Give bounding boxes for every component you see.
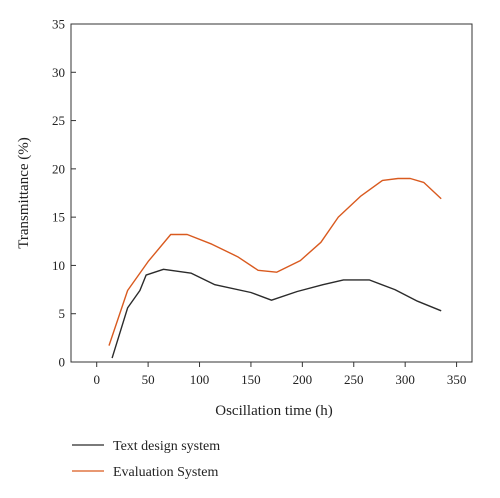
plot-frame bbox=[70, 23, 473, 363]
y-tick-label: 15 bbox=[52, 210, 65, 225]
x-tick-label: 250 bbox=[344, 372, 364, 387]
y-axis: 0 5 10 15 20 25 30 35 bbox=[52, 17, 76, 370]
series-lines bbox=[108, 177, 442, 359]
x-axis-title: Oscillation time (h) bbox=[215, 403, 332, 419]
x-tick-label: 200 bbox=[293, 372, 313, 387]
x-axis: 0 50 100 150 200 250 300 350 bbox=[93, 362, 466, 387]
series-line-evaluation-system bbox=[108, 177, 442, 346]
legend: Text design system Evaluation System bbox=[72, 439, 220, 480]
series-line-text-design-system bbox=[111, 268, 442, 359]
x-tick-label: 50 bbox=[142, 372, 155, 387]
legend-label-evaluation-system: Evaluation System bbox=[113, 465, 218, 480]
y-tick-label: 35 bbox=[52, 17, 65, 32]
y-tick-label: 20 bbox=[52, 161, 65, 176]
x-tick-label: 0 bbox=[93, 372, 100, 387]
x-tick-label: 100 bbox=[190, 372, 210, 387]
y-tick-label: 25 bbox=[52, 113, 65, 128]
y-tick-label: 10 bbox=[52, 258, 65, 273]
y-axis-title: Transmittance (%) bbox=[16, 137, 32, 249]
y-tick-label: 30 bbox=[52, 65, 65, 80]
legend-label-text-design-system: Text design system bbox=[113, 439, 220, 454]
x-tick-label: 300 bbox=[395, 372, 415, 387]
y-tick-label: 0 bbox=[59, 355, 66, 370]
x-tick-label: 150 bbox=[241, 372, 261, 387]
y-tick-label: 5 bbox=[59, 306, 66, 321]
x-tick-label: 350 bbox=[447, 372, 467, 387]
